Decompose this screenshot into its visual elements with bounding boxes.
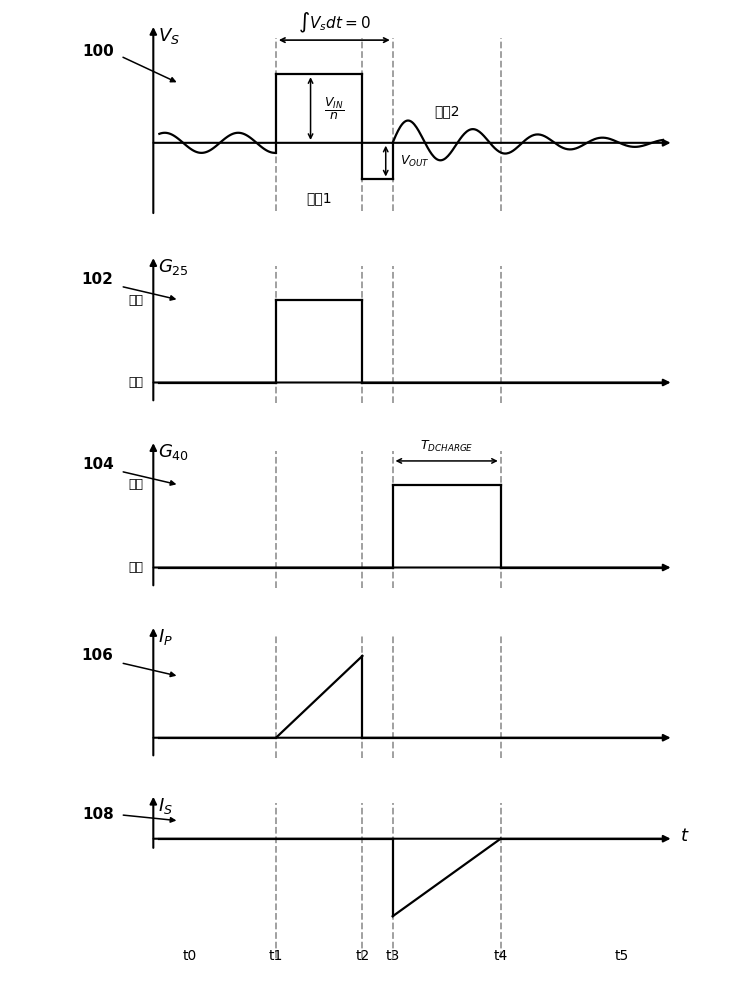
Text: 接通: 接通 <box>128 478 143 491</box>
Text: t4: t4 <box>493 949 508 963</box>
Text: t1: t1 <box>269 949 283 963</box>
Text: $V_S$: $V_S$ <box>157 26 179 46</box>
Text: 106: 106 <box>82 648 113 663</box>
Text: $V_{OUT}$: $V_{OUT}$ <box>400 154 429 169</box>
Text: 部分2: 部分2 <box>434 104 460 118</box>
Text: $I_P$: $I_P$ <box>157 627 173 647</box>
Text: $\dfrac{V_{IN}}{n}$: $\dfrac{V_{IN}}{n}$ <box>324 96 343 122</box>
Text: 接通: 接通 <box>128 294 143 306</box>
Text: $G_{40}$: $G_{40}$ <box>157 442 189 462</box>
Text: $G_{25}$: $G_{25}$ <box>157 257 189 277</box>
Text: t2: t2 <box>355 949 370 963</box>
Text: t0: t0 <box>182 949 197 963</box>
Text: 102: 102 <box>82 272 113 287</box>
Text: t3: t3 <box>386 949 400 963</box>
Text: 100: 100 <box>82 44 113 59</box>
Text: 108: 108 <box>82 807 113 822</box>
Text: t5: t5 <box>614 949 629 963</box>
Text: $I_S$: $I_S$ <box>157 796 173 816</box>
Text: 部分1: 部分1 <box>307 191 332 205</box>
Text: $t$: $t$ <box>680 827 690 845</box>
Text: 断开: 断开 <box>128 561 143 574</box>
Text: 断开: 断开 <box>128 376 143 389</box>
Text: $\int V_s dt = 0$: $\int V_s dt = 0$ <box>298 11 370 35</box>
Text: 104: 104 <box>82 457 113 472</box>
Text: $T_{DCHARGE}$: $T_{DCHARGE}$ <box>420 439 474 454</box>
